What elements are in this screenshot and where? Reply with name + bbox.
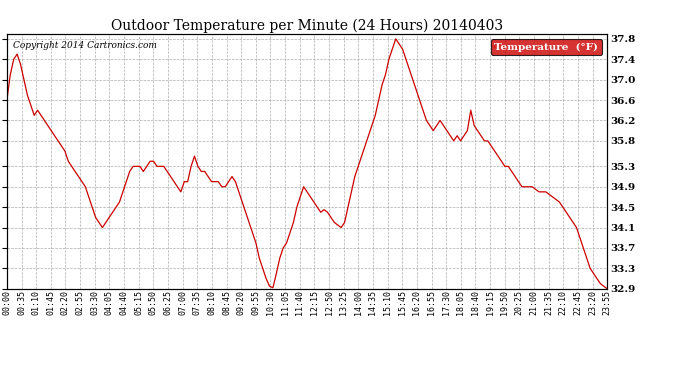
Text: Copyright 2014 Cartronics.com: Copyright 2014 Cartronics.com bbox=[13, 41, 157, 50]
Title: Outdoor Temperature per Minute (24 Hours) 20140403: Outdoor Temperature per Minute (24 Hours… bbox=[111, 18, 503, 33]
Legend: Temperature  (°F): Temperature (°F) bbox=[491, 39, 602, 56]
